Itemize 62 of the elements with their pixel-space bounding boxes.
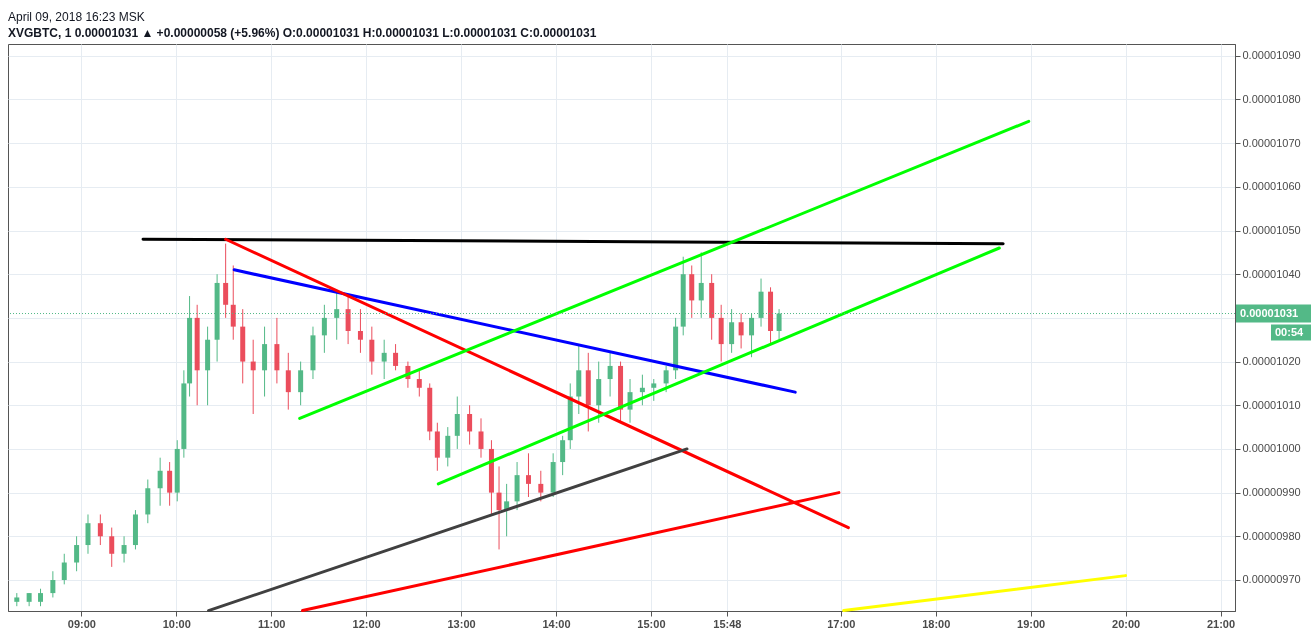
candlestick	[298, 361, 304, 406]
candlestick	[651, 378, 657, 402]
candlestick	[663, 365, 669, 393]
x-tick-label: 10:00	[162, 617, 191, 630]
x-tick-label: 15:00	[637, 617, 666, 630]
y-tick-label: 0.00000980	[1242, 529, 1301, 542]
candlestick	[369, 326, 375, 376]
candlestick	[639, 374, 645, 406]
candlestick	[50, 570, 56, 598]
y-tick-label: 0.00001040	[1242, 267, 1301, 280]
candlestick	[167, 461, 173, 507]
x-tick-label: 11:00	[257, 617, 286, 630]
x-tick-label: 12:00	[352, 617, 381, 630]
y-tick-label: 0.00000970	[1242, 573, 1301, 586]
candlestick	[607, 352, 613, 398]
x-tick-label: 19:00	[1017, 617, 1046, 630]
candlestick	[467, 404, 473, 446]
candlestick	[85, 513, 91, 555]
candlestick	[74, 535, 80, 572]
y-tick-label: 0.00000990	[1242, 486, 1301, 499]
x-tick-label: 14:00	[542, 617, 571, 630]
candlestick	[454, 396, 460, 450]
candlestick	[345, 295, 351, 345]
y-tick-label: 0.00001000	[1242, 442, 1301, 455]
y-tick-label: 0.00001090	[1242, 49, 1301, 62]
candlestick	[560, 435, 566, 476]
candlestick	[230, 264, 236, 341]
text: 00:54	[1275, 325, 1305, 338]
x-tick-label: 13:00	[447, 617, 476, 630]
y-tick-label: 0.00001020	[1242, 355, 1301, 368]
x-tick-label: 18:00	[922, 617, 951, 630]
candlestick	[157, 457, 163, 507]
y-tick-label: 0.00001010	[1242, 398, 1301, 411]
y-tick-label: 0.00001050	[1242, 224, 1301, 237]
candlestick	[496, 465, 502, 550]
candlestick	[97, 513, 103, 546]
y-tick-label: 0.00001080	[1242, 92, 1301, 105]
candlestick	[525, 452, 531, 498]
chart-title: April 09, 2018 16:23 MSK	[8, 10, 145, 24]
x-tick-label: 20:00	[1112, 617, 1141, 630]
candlestick	[109, 527, 115, 568]
candlestick	[381, 339, 387, 380]
ref-line-label: 0.00001031	[1240, 306, 1299, 319]
candlestick	[250, 339, 256, 415]
candlestick	[61, 553, 67, 585]
x-tick-label: 09:00	[67, 617, 96, 630]
x-tick-label: 15:48	[713, 617, 742, 630]
candlestick	[445, 426, 451, 467]
candlestick	[478, 417, 484, 459]
x-tick-label: 21:00	[1206, 617, 1236, 630]
x-tick-label: 17:00	[827, 617, 856, 630]
y-tick-label: 0.00001070	[1242, 136, 1301, 149]
chart-subtitle: XVGBTC, 1 0.00001031 ▲ +0.00000058 (+5.96%) O:0.00001031 H:0.00001031 L:0.00001031 C:0.00001031	[8, 26, 597, 40]
y-tick-label: 0.00001060	[1242, 180, 1301, 193]
candlestick	[223, 243, 229, 319]
candlestick	[416, 369, 422, 398]
candlestick	[738, 313, 744, 349]
candlestick	[538, 470, 544, 502]
candlestick	[357, 308, 363, 354]
candlestick	[121, 535, 127, 564]
candlestick	[285, 352, 291, 411]
candlestick	[393, 343, 399, 371]
